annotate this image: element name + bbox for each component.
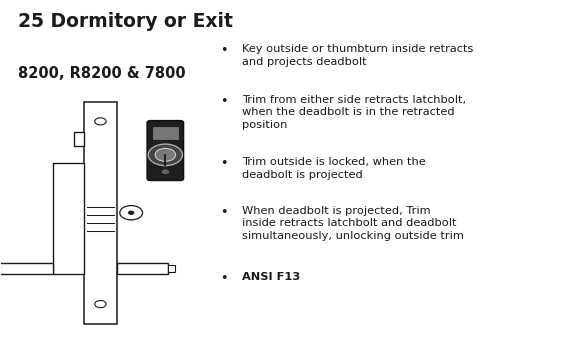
Bar	[53, 162, 84, 274]
Bar	[84, 102, 117, 324]
Text: Trim outside is locked, when the
deadbolt is projected: Trim outside is locked, when the deadbol…	[242, 157, 426, 180]
Circle shape	[155, 148, 176, 161]
Text: •: •	[221, 44, 228, 57]
Text: Key outside or thumbturn inside retracts
and projects deadbolt: Key outside or thumbturn inside retracts…	[242, 44, 474, 67]
Text: •: •	[221, 157, 228, 170]
FancyBboxPatch shape	[147, 121, 184, 180]
Bar	[153, 127, 178, 139]
Text: •: •	[221, 272, 228, 285]
Circle shape	[162, 170, 169, 174]
Text: •: •	[221, 205, 228, 218]
Text: ANSI F13: ANSI F13	[242, 272, 300, 282]
Circle shape	[120, 205, 142, 220]
Bar	[74, 132, 84, 146]
Text: 8200, R8200 & 7800: 8200, R8200 & 7800	[18, 66, 186, 81]
Circle shape	[95, 118, 106, 125]
Text: 25 Dormitory or Exit: 25 Dormitory or Exit	[18, 12, 233, 31]
Text: •: •	[221, 95, 228, 108]
Bar	[168, 265, 175, 272]
Text: Trim from either side retracts latchbolt,
when the deadbolt is in the retracted
: Trim from either side retracts latchbolt…	[242, 95, 466, 130]
Circle shape	[148, 144, 182, 166]
Circle shape	[95, 300, 106, 308]
Circle shape	[128, 211, 134, 214]
Text: When deadbolt is projected, Trim
inside retracts latchbolt and deadbolt
simultan: When deadbolt is projected, Trim inside …	[242, 205, 464, 241]
Bar	[0, 262, 53, 274]
Bar	[117, 262, 168, 274]
